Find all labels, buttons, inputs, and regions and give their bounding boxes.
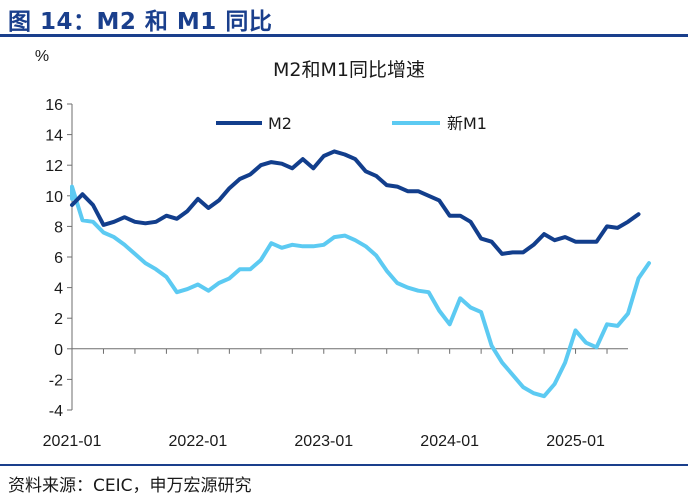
- series-line-m2: [70, 149, 641, 256]
- series-layer: [70, 149, 651, 399]
- y-tick-label: 4: [54, 281, 63, 298]
- x-tick-label: 2024-01: [420, 433, 479, 450]
- x-tick-label: 2021-01: [43, 433, 102, 450]
- x-tick-label: 2022-01: [169, 433, 228, 450]
- y-tick-label: 6: [54, 250, 63, 267]
- x-axis: 2021-01 2022-01 2023-01 2024-01 2025-01: [43, 348, 628, 450]
- legend-label-m2: M2: [268, 114, 292, 133]
- y-axis-unit: %: [35, 48, 49, 65]
- y-tick-label: 8: [54, 219, 63, 236]
- figure-title: 图 14：M2 和 M1 同比: [8, 9, 273, 35]
- y-axis: -4 -2 0 2 4 6 8 10 12 14 16: [45, 97, 73, 420]
- y-tick-label: 12: [45, 158, 63, 175]
- y-tick-label: -4: [49, 403, 63, 420]
- y-tick-label: -2: [49, 372, 63, 389]
- y-tick-label: 16: [45, 97, 63, 114]
- bottom-divider: [0, 464, 688, 466]
- y-tick-label: 10: [45, 189, 63, 206]
- y-tick-label: 14: [45, 128, 63, 145]
- y-tick-label: 2: [54, 311, 63, 328]
- chart-title: M2和M1同比增速: [273, 59, 425, 81]
- y-tick-label: 0: [54, 342, 63, 359]
- x-tick-label: 2023-01: [294, 433, 353, 450]
- legend-label-new-m1: 新M1: [447, 114, 487, 133]
- title-divider: [0, 34, 688, 37]
- series-line-new-m1: [70, 184, 651, 399]
- x-tick-label: 2025-01: [546, 433, 605, 450]
- legend: M2 新M1: [216, 114, 487, 133]
- source-note: 资料来源：CEIC，申万宏源研究: [8, 476, 252, 496]
